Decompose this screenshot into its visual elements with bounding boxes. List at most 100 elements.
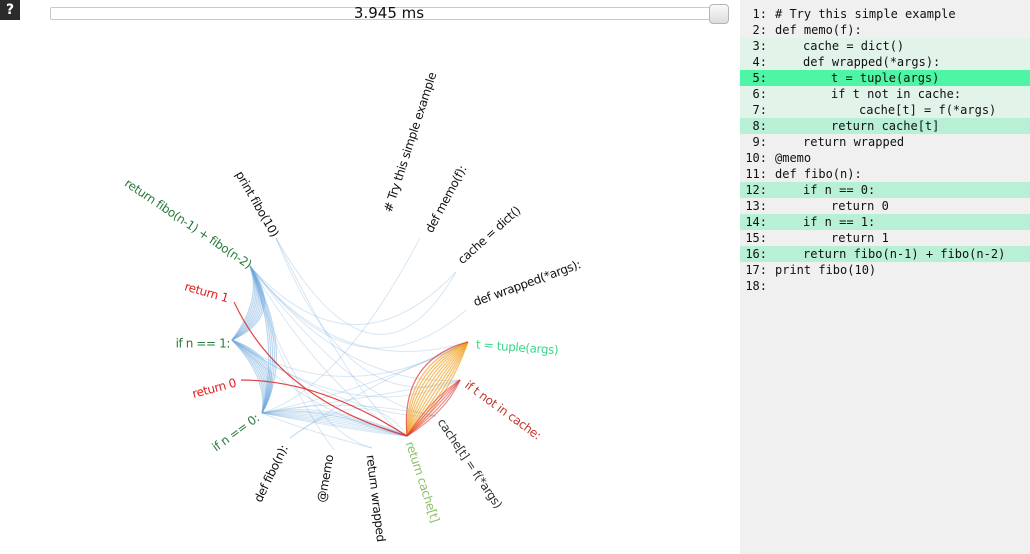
code-panel: 1: # Try this simple example 2: def memo(f)… [740,0,1030,554]
hot-edge [406,341,469,437]
call-edge [249,265,274,414]
code-text: return 0 [831,199,889,213]
call-edge [231,265,263,341]
return-edge [406,379,461,437]
call-edge [231,265,258,341]
call-edge [231,265,265,341]
return-edge [406,379,461,437]
code-text: t = tuple(args) [831,71,940,85]
code-line[interactable]: 17: print fibo(10) [740,262,1030,278]
code-line[interactable]: 10: @memo [740,150,1030,166]
code-line[interactable]: 12: if n == 0: [740,182,1030,198]
call-edge [231,339,268,414]
call-edge [249,265,373,449]
code-line[interactable]: 4: def wrapped(*args): [740,54,1030,70]
node-label[interactable]: t = tuple(args) [476,338,559,358]
code-text: if n == 1: [803,215,876,229]
call-edge [249,265,461,381]
node-label[interactable]: @memo [314,454,336,504]
hot-edge [406,341,469,437]
call-edge [231,339,408,437]
code-line[interactable]: 7: cache[t] = f(*args) [740,102,1030,118]
node-label[interactable]: if n == 0: [210,411,262,454]
line-number: 7: [752,103,767,117]
node-label[interactable]: return wrapped [364,454,389,542]
code-line[interactable]: 16: return fibo(n-1) + fibo(n-2) [740,246,1030,262]
node-label[interactable]: cache[t] = f(*args) [435,416,505,511]
call-edge [249,265,276,414]
line-number: 8: [752,119,767,133]
line-number: 6: [752,87,767,101]
call-edge [231,339,269,414]
call-edge [275,237,408,437]
code-line[interactable]: 11: def fibo(n): [740,166,1030,182]
code-line[interactable]: 8: return cache[t] [740,118,1030,134]
code-text: if n == 0: [803,183,876,197]
help-button[interactable]: ? [0,0,20,20]
call-edge [231,265,255,341]
node-label[interactable]: return fibo(n-1) + fibo(n-2) [122,176,254,271]
code-line[interactable]: 1: # Try this simple example [740,6,1030,22]
code-line[interactable]: 2: def memo(f): [740,22,1030,38]
code-line[interactable]: 14: if n == 1: [740,214,1030,230]
call-edge [261,412,408,437]
node-label[interactable]: return cache[t] [403,440,442,524]
call-edge [231,339,266,414]
code-text: cache = dict() [803,39,905,53]
code-line[interactable]: 5: t = tuple(args) [740,70,1030,86]
call-edge [231,339,461,398]
code-text: def memo(f): [775,23,862,37]
edge-layer [231,237,469,451]
code-text: return wrapped [803,135,905,149]
node-label[interactable]: def memo(f): [422,163,469,235]
call-edge [231,265,264,341]
node-label[interactable]: def fibo(n): [251,443,291,505]
code-line[interactable]: 3: cache = dict() [740,38,1030,54]
call-edge [231,339,272,414]
call-edge [249,265,270,414]
call-edge [231,339,270,414]
code-line[interactable]: 18: [740,278,1030,294]
node-label[interactable]: return 1 [183,279,230,305]
return-edge [240,379,408,437]
call-edge [231,339,267,414]
hot-edge [406,341,469,437]
return-edge [406,379,461,437]
time-slider-thumb[interactable] [709,4,729,24]
return-edge [406,379,461,437]
code-line[interactable]: 15: return 1 [740,230,1030,246]
return-edge [406,379,461,437]
call-edge [261,412,408,437]
line-number: 2: [752,23,767,37]
code-line[interactable]: 9: return wrapped [740,134,1030,150]
node-label[interactable]: if n == 1: [176,337,231,351]
line-number: 13: [745,199,767,213]
node-label[interactable]: cache = dict() [455,203,523,266]
line-number: 3: [752,39,767,53]
line-number: 18: [745,279,767,293]
node-label[interactable]: def wrapped(*args): [471,257,582,309]
node-label[interactable]: return 0 [191,376,238,401]
code-text: @memo [775,151,812,165]
code-line[interactable]: 13: return 0 [740,198,1030,214]
call-edge [231,265,257,341]
call-edge [231,339,264,414]
code-text: def fibo(n): [775,167,862,181]
line-number: 5: [752,71,767,85]
call-edge [261,237,421,414]
call-edge [249,265,469,352]
node-label[interactable]: if t not in cache: [462,378,543,443]
code-text: cache[t] = f(*args) [859,103,997,117]
code-text: print fibo(10) [775,263,877,277]
call-edge [275,237,457,335]
node-label[interactable]: # Try this simple example [381,71,439,214]
node-label[interactable]: print fibo(10) [233,169,282,240]
code-line[interactable]: 6: if t not in cache: [740,86,1030,102]
call-edge [231,265,256,341]
call-edge [275,237,461,388]
line-number: 12: [745,183,767,197]
call-edge [249,265,467,349]
call-edge [261,409,408,437]
time-slider[interactable] [50,4,729,24]
line-number: 9: [752,135,767,149]
